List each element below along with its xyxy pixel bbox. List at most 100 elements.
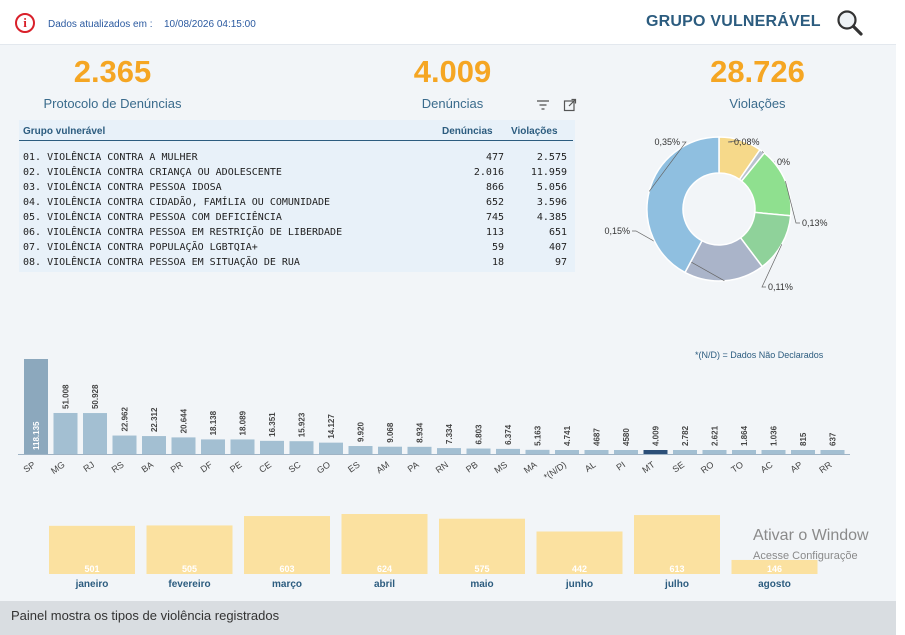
cell-denuncias: 652 [485,197,504,208]
filter-icon[interactable] [536,99,550,111]
month-bar-value: 505 [182,564,197,574]
table-row[interactable]: 01. VIOLÊNCIA CONTRA A MULHER 477 2.575 [0,152,596,167]
expand-icon[interactable] [563,98,577,112]
state-tick-label: AL [583,459,598,474]
state-bar[interactable] [378,446,402,454]
state-bar[interactable] [466,448,491,454]
state-bar[interactable] [289,441,314,454]
month-bar-value: 613 [669,564,684,574]
state-bar[interactable] [584,450,609,454]
state-bar-value: 637 [829,432,838,446]
state-bar[interactable] [761,450,786,454]
state-bar[interactable] [673,450,697,454]
state-bar-value: 16.351 [268,412,277,437]
table-row[interactable]: 05. VIOLÊNCIA CONTRA PESSOA COM DEFICIÊN… [0,212,596,227]
month-bar[interactable] [146,525,233,574]
table-header-rule [19,140,573,141]
month-bar[interactable] [634,515,720,574]
state-bar-value: 4.009 [652,425,661,446]
state-bar[interactable] [24,359,48,454]
month-bar[interactable] [341,514,428,574]
table-row[interactable]: 02. VIOLÊNCIA CONTRA CRIANÇA OU ADOLESCE… [0,167,596,182]
dashboard-panel: i Dados atualizados em : 10/08/2026 04:1… [0,0,896,601]
cell-group: 06. VIOLÊNCIA CONTRA PESSOA EM RESTRIÇÃO… [23,227,343,238]
month-tick-label: maio [470,579,493,590]
table-row[interactable]: 08. VIOLÊNCIA CONTRA PESSOA EM SITUAÇÃO … [0,257,596,272]
state-bar[interactable] [83,413,107,454]
state-bar-value: 118.135 [32,421,41,450]
activation-watermark-subtitle: Acesse Configuraçõe [753,550,858,562]
state-tick-label: DF [199,459,215,474]
state-bar-value: 20.644 [180,408,189,433]
state-tick-label: PA [406,459,421,474]
state-bar-value: 18.089 [239,410,248,435]
state-bar-chart: 118.135 SP 51.008 MG 50.928 RJ 22.962 RS 22.312 B… [18,359,850,482]
month-bar[interactable] [244,516,330,574]
state-bar[interactable] [407,446,432,454]
state-bar-value: 8.934 [416,422,425,443]
state-tick-label: SE [671,459,687,474]
state-tick-label: CE [257,459,273,474]
info-icon[interactable]: i [15,13,35,33]
state-bar-value: 4.741 [563,425,572,446]
month-bar[interactable] [731,559,818,574]
state-tick-label: PR [169,459,185,475]
kpi-value: 28.726 [710,54,805,89]
month-bar[interactable] [439,518,525,574]
table-header-grupo[interactable]: Grupo vulnerável [23,126,106,137]
state-bar[interactable] [437,448,461,454]
table-row[interactable]: 03. VIOLÊNCIA CONTRA PESSOA IDOSA 866 5.… [0,182,596,197]
table-header-denuncias[interactable]: Denúncias [442,126,493,137]
state-bar-value: 18.138 [209,410,218,435]
state-bar[interactable] [171,437,196,454]
state-tick-label: *(N/D) [542,459,568,482]
table-row[interactable]: 04. VIOLÊNCIA CONTRA CIDADÃO, FAMÍLIA OU… [0,197,596,212]
cell-denuncias: 2.016 [473,167,504,178]
table-row[interactable]: 06. VIOLÊNCIA CONTRA PESSOA EM RESTRIÇÃO… [0,227,596,242]
kpi-label: Violações [729,96,786,111]
state-bar-value: 2.621 [711,425,720,446]
month-bar[interactable] [49,525,135,574]
state-bar-value: 9.920 [357,421,366,442]
state-tick-label: TO [729,459,745,474]
state-bar[interactable] [201,439,225,454]
state-bar[interactable] [555,450,579,454]
month-bar[interactable] [536,531,623,575]
state-tick-label: ES [346,459,362,474]
state-bar[interactable] [496,448,520,454]
state-bar[interactable] [525,449,550,454]
violence-table-background [19,120,575,272]
footnote: *(N/D) = Dados Não Declarados [695,350,824,360]
table-row[interactable]: 07. VIOLÊNCIA CONTRA POPULAÇÃO LGBTQIA+ … [0,242,596,257]
state-bar[interactable] [142,436,166,454]
state-bar[interactable] [791,450,815,454]
state-bar[interactable] [732,450,756,454]
table-header-violacoes[interactable]: Violações [511,126,558,137]
state-bar[interactable] [702,450,727,454]
state-bar-value: 6.374 [504,424,513,445]
donut-slice[interactable] [646,136,720,274]
state-bar[interactable] [643,450,668,454]
state-bar[interactable] [319,442,343,454]
state-bar[interactable] [348,446,373,454]
state-bar[interactable] [53,412,78,454]
state-bar[interactable] [614,450,638,454]
state-bar-value: 5.163 [534,425,543,446]
state-bar[interactable] [820,450,845,454]
state-bar[interactable] [230,439,255,454]
state-bar-value: 4580 [622,428,631,446]
cell-denuncias: 745 [485,212,504,223]
state-bar[interactable] [260,440,284,454]
state-bar[interactable] [112,435,137,454]
cell-denuncias: 866 [485,182,504,193]
search-icon[interactable] [835,8,865,38]
state-bar-value: 14.127 [327,414,336,439]
state-tick-label: MA [522,459,539,475]
state-bar-value: 50.928 [91,384,100,409]
state-tick-label: MG [49,459,67,476]
state-tick-label: MT [640,459,657,475]
month-bar-value: 575 [474,564,489,574]
month-bar-value: 501 [84,564,99,574]
cell-violacoes: 4.385 [536,212,567,223]
dashboard-title: GRUPO VULNERÁVEL [646,13,821,30]
